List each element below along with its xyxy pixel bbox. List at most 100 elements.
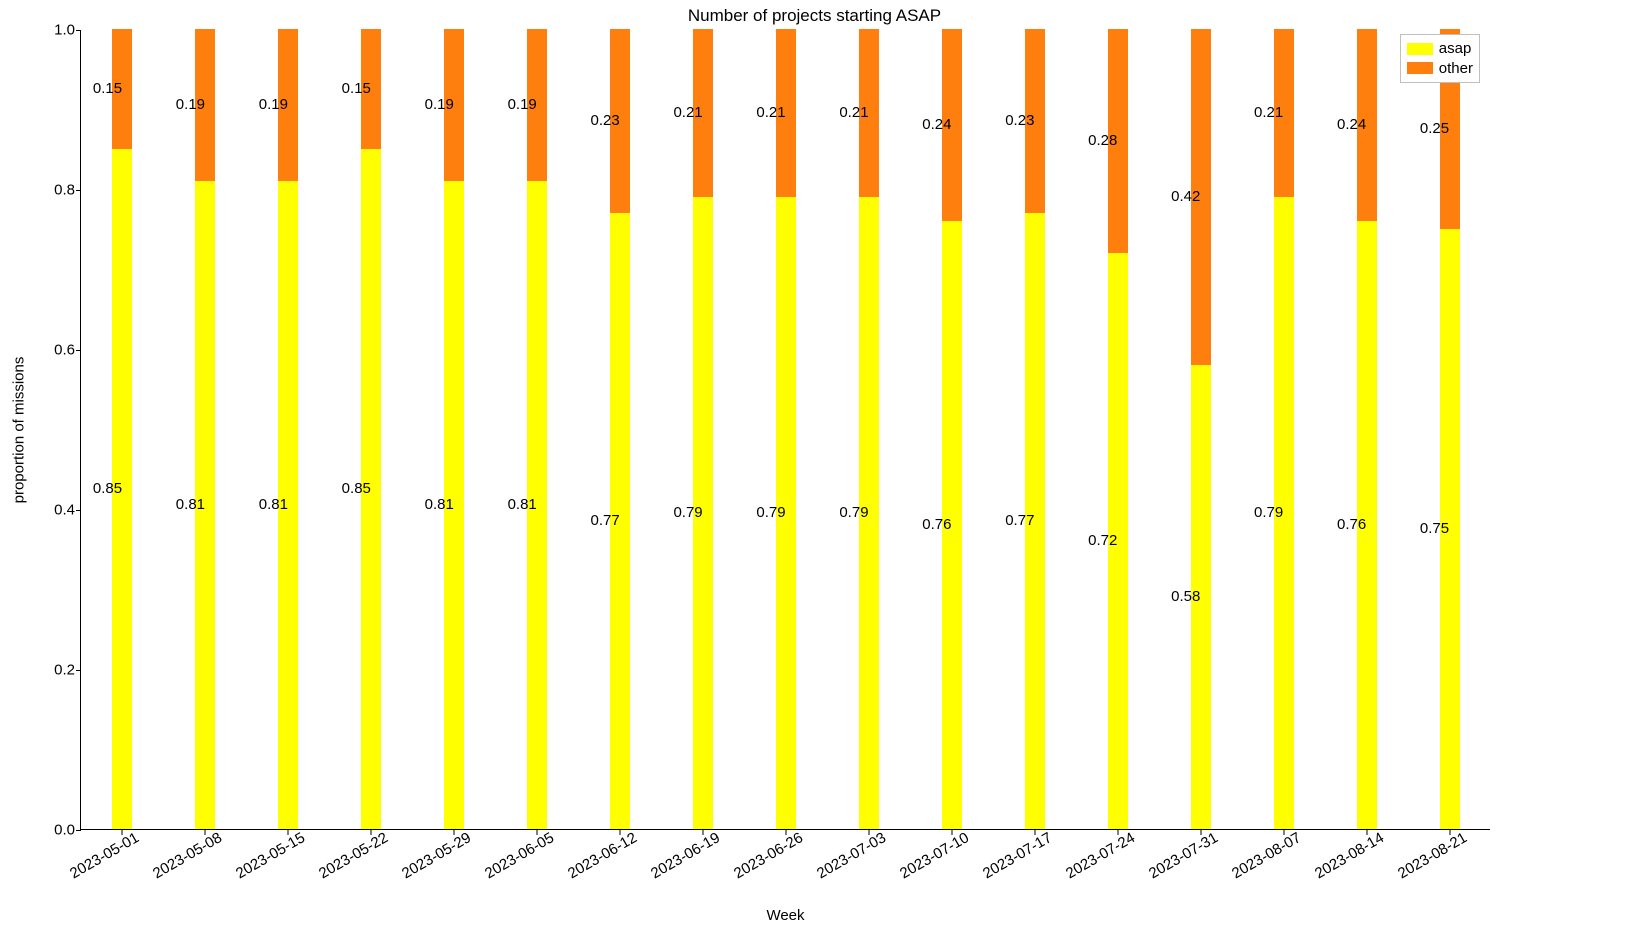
x-tick-label: 2023-07-17: [980, 829, 1055, 882]
bar-value-asap: 0.79: [673, 504, 702, 521]
bar-value-other: 0.21: [1254, 104, 1283, 121]
x-tick-mark: [868, 829, 869, 835]
bar-value-asap: 0.81: [176, 496, 205, 513]
bar-value-asap: 0.85: [342, 480, 371, 497]
x-tick-label: 2023-05-01: [68, 829, 143, 882]
bar-value-other: 0.15: [93, 80, 122, 97]
y-tick-mark: [76, 30, 81, 31]
bar-value-asap: 0.79: [839, 504, 868, 521]
bar: [1357, 29, 1377, 829]
bar-value-other: 0.21: [756, 104, 785, 121]
bar-value-asap: 0.81: [259, 496, 288, 513]
bar: [278, 29, 298, 829]
bar-value-other: 0.19: [176, 96, 205, 113]
bar: [776, 29, 796, 829]
x-tick-label: 2023-06-12: [565, 829, 640, 882]
y-tick-mark: [76, 190, 81, 191]
bar: [693, 29, 713, 829]
bar-value-other: 0.25: [1420, 120, 1449, 137]
y-tick-mark: [76, 510, 81, 511]
bar-value-asap: 0.85: [93, 480, 122, 497]
bar-value-asap: 0.76: [1337, 516, 1366, 533]
x-tick-mark: [1034, 829, 1035, 835]
x-tick-mark: [1283, 829, 1284, 835]
legend-swatch-asap: [1407, 43, 1433, 55]
bar-value-other: 0.28: [1088, 132, 1117, 149]
x-tick-label: 2023-05-08: [150, 829, 225, 882]
bar: [859, 29, 879, 829]
x-tick-label: 2023-08-14: [1312, 829, 1387, 882]
y-tick-mark: [76, 350, 81, 351]
x-tick-label: 2023-05-15: [233, 829, 308, 882]
bar-value-other: 0.24: [1337, 116, 1366, 133]
x-tick-label: 2023-07-24: [1063, 829, 1138, 882]
x-tick-label: 2023-06-19: [648, 829, 723, 882]
x-tick-label: 2023-06-05: [482, 829, 557, 882]
y-tick-label: 0.2: [31, 662, 75, 679]
x-axis-label: Week: [81, 907, 1490, 924]
bar-value-other: 0.15: [342, 80, 371, 97]
bar: [112, 29, 132, 829]
bars-layer: 0.85 0.15 0.81 0.19 0.81 0.19 0.85 0.15 0.81 0.19…: [81, 30, 1490, 829]
legend-label-other: other: [1439, 59, 1473, 79]
bar-value-other: 0.23: [1005, 112, 1034, 129]
bar-value-other: 0.19: [508, 96, 537, 113]
legend-item-other: other: [1407, 59, 1473, 79]
x-tick-label: 2023-08-21: [1395, 829, 1470, 882]
bar-value-asap: 0.77: [591, 512, 620, 529]
y-tick-label: 0.8: [31, 182, 75, 199]
bar-value-asap: 0.81: [425, 496, 454, 513]
bar: [444, 29, 464, 829]
legend-label-asap: asap: [1439, 39, 1472, 59]
bar-value-asap: 0.81: [508, 496, 537, 513]
bar: [942, 29, 962, 829]
x-tick-mark: [1117, 829, 1118, 835]
x-tick-mark: [1200, 829, 1201, 835]
bar-value-asap: 0.77: [1005, 512, 1034, 529]
bar: [1108, 29, 1128, 829]
y-tick-label: 0.0: [31, 822, 75, 839]
bar: [361, 29, 381, 829]
legend-swatch-other: [1407, 62, 1433, 74]
y-tick-mark: [76, 830, 81, 831]
bar-value-asap: 0.79: [1254, 504, 1283, 521]
bar-value-other: 0.19: [259, 96, 288, 113]
bar-value-asap: 0.75: [1420, 520, 1449, 537]
bar-value-asap: 0.58: [1171, 588, 1200, 605]
y-axis-label: proportion of missions: [11, 356, 28, 503]
y-tick-label: 0.6: [31, 342, 75, 359]
bar-value-asap: 0.72: [1088, 532, 1117, 549]
plot-area: proportion of missions 0.850.150.810.190…: [80, 30, 1490, 830]
x-tick-label: 2023-05-22: [316, 829, 391, 882]
legend-item-asap: asap: [1407, 39, 1473, 59]
bar: [1440, 29, 1460, 829]
y-tick-label: 0.4: [31, 502, 75, 519]
y-tick-mark: [76, 670, 81, 671]
y-tick-label: 1.0: [31, 22, 75, 39]
x-tick-label: 2023-08-07: [1229, 829, 1304, 882]
bar: [527, 29, 547, 829]
bar-value-asap: 0.76: [922, 516, 951, 533]
x-tick-label: 2023-06-26: [731, 829, 806, 882]
bar-value-other: 0.23: [591, 112, 620, 129]
bar: [610, 29, 630, 829]
x-tick-mark: [951, 829, 952, 835]
x-tick-label: 2023-05-29: [399, 829, 474, 882]
x-tick-mark: [1449, 829, 1450, 835]
bar-value-asap: 0.79: [756, 504, 785, 521]
bar: [1025, 29, 1045, 829]
x-tick-label: 2023-07-10: [897, 829, 972, 882]
bar-value-other: 0.21: [839, 104, 868, 121]
x-tick-mark: [1366, 829, 1367, 835]
x-tick-label: 2023-07-03: [814, 829, 889, 882]
bar-value-other: 0.19: [425, 96, 454, 113]
bar-value-other: 0.42: [1171, 188, 1200, 205]
x-tick-label: 2023-07-31: [1146, 829, 1221, 882]
bar-value-other: 0.24: [922, 116, 951, 133]
bar-value-other: 0.21: [673, 104, 702, 121]
chart-container: Number of projects starting ASAP proport…: [0, 0, 1629, 927]
chart-title: Number of projects starting ASAP: [0, 6, 1629, 26]
bar: [1274, 29, 1294, 829]
bar: [1191, 29, 1211, 829]
legend: asap other: [1400, 34, 1480, 83]
